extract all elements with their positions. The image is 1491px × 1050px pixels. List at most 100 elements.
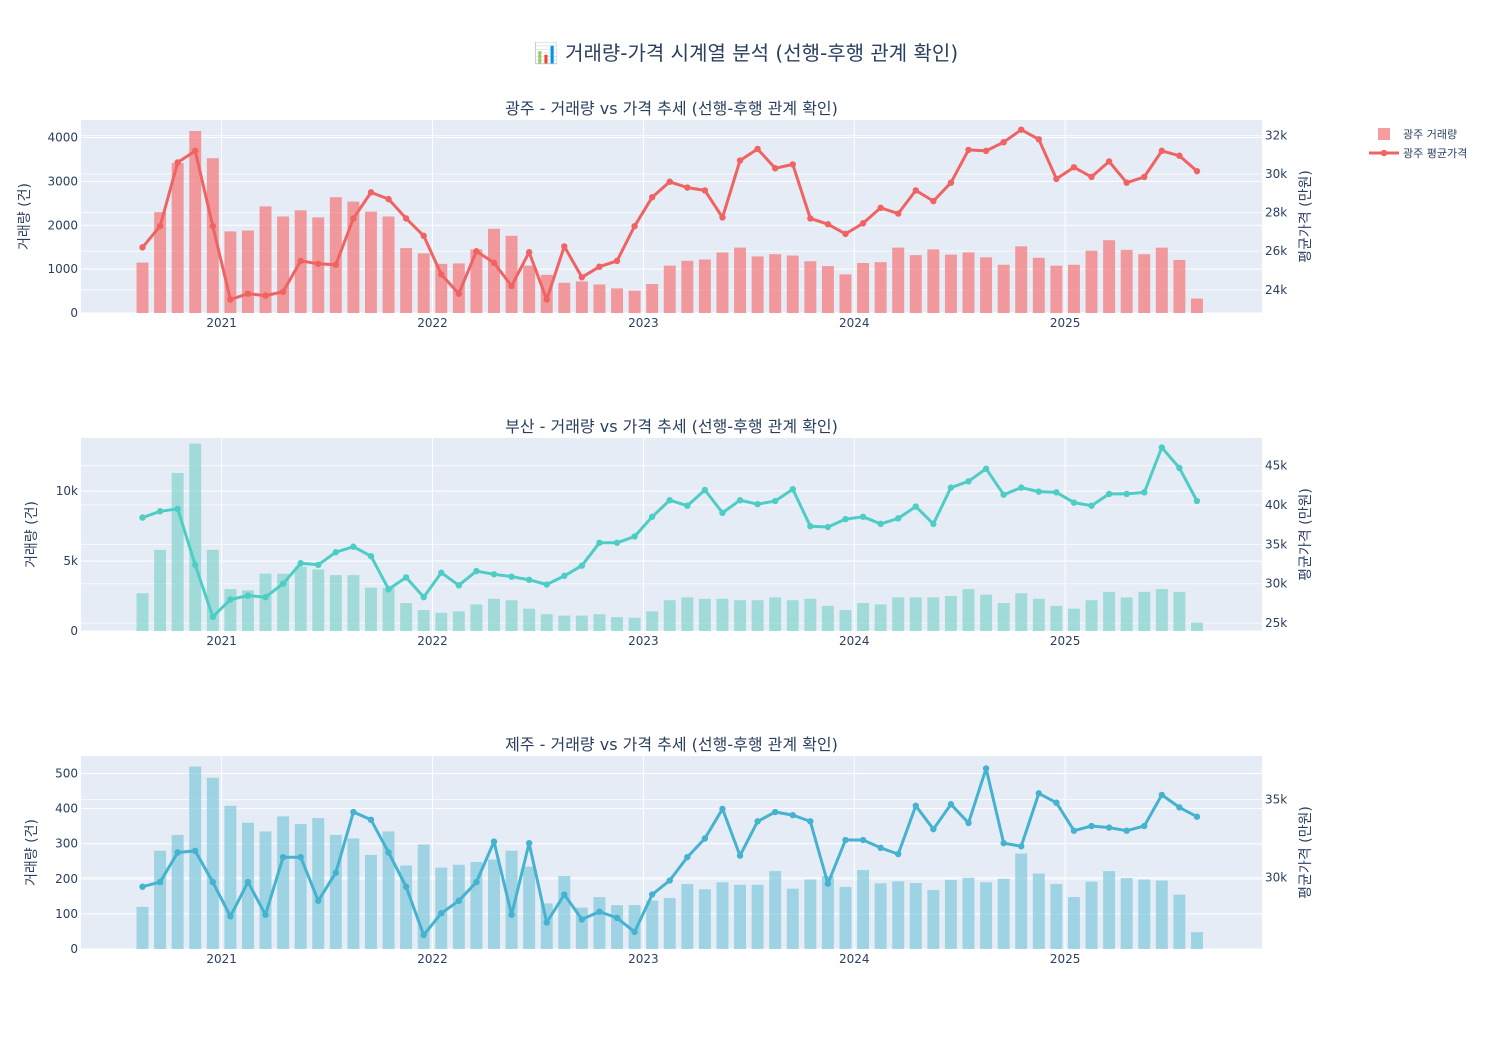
bar-1-31[interactable] [681, 260, 694, 313]
price-point-3-52[interactable] [1053, 799, 1060, 806]
bar-2-45[interactable] [927, 597, 940, 631]
bar-1-33[interactable] [716, 252, 729, 313]
bar-3-12[interactable] [347, 838, 360, 949]
bar-1-52[interactable] [1050, 265, 1063, 313]
price-point-3-2[interactable] [174, 849, 181, 856]
bar-3-35[interactable] [751, 884, 764, 949]
price-point-2-28[interactable] [631, 533, 638, 540]
price-point-3-26[interactable] [596, 908, 603, 915]
price-point-1-42[interactable] [877, 204, 884, 212]
bar-1-17[interactable] [435, 263, 448, 313]
bar-3-36[interactable] [769, 871, 782, 949]
price-point-1-51[interactable] [1035, 136, 1043, 143]
bar-3-15[interactable] [400, 865, 413, 949]
price-point-2-5[interactable] [227, 596, 234, 603]
price-point-1-52[interactable] [1053, 175, 1060, 183]
bar-1-51[interactable] [1032, 257, 1045, 313]
bar-1-25[interactable] [575, 281, 588, 313]
price-point-1-22[interactable] [525, 249, 533, 256]
bar-2-2[interactable] [171, 472, 184, 631]
bar-1-13[interactable] [365, 211, 377, 313]
bar-3-23[interactable] [540, 903, 553, 949]
bar-3-29[interactable] [646, 900, 659, 949]
price-point-3-34[interactable] [736, 852, 744, 859]
price-point-2-24[interactable] [561, 572, 568, 580]
bar-3-11[interactable] [329, 834, 342, 949]
bar-1-4[interactable] [206, 158, 219, 313]
price-point-2-37[interactable] [789, 486, 796, 493]
price-point-2-9[interactable] [297, 560, 304, 567]
bar-2-13[interactable] [365, 587, 377, 631]
bar-3-18[interactable] [452, 864, 465, 949]
bar-1-19[interactable] [470, 249, 483, 313]
price-point-2-22[interactable] [525, 576, 533, 583]
bar-3-16[interactable] [417, 844, 430, 949]
price-point-1-56[interactable] [1123, 179, 1130, 186]
price-point-3-60[interactable] [1193, 813, 1201, 820]
price-point-1-37[interactable] [789, 161, 796, 168]
bar-2-31[interactable] [681, 597, 694, 631]
bar-3-58[interactable] [1155, 880, 1168, 949]
bar-3-5[interactable] [224, 805, 237, 949]
bar-2-10[interactable] [312, 569, 325, 631]
bar-3-1[interactable] [154, 850, 167, 949]
price-point-3-14[interactable] [385, 849, 392, 856]
bar-1-7[interactable] [259, 206, 272, 313]
price-point-1-29[interactable] [648, 194, 656, 201]
bar-2-51[interactable] [1032, 598, 1045, 631]
bar-2-25[interactable] [575, 615, 588, 631]
price-point-3-47[interactable] [965, 819, 972, 827]
price-point-2-6[interactable] [244, 592, 252, 599]
price-point-2-12[interactable] [350, 543, 357, 550]
bar-2-49[interactable] [997, 603, 1010, 631]
bar-1-58[interactable] [1155, 247, 1168, 313]
bar-2-3[interactable] [189, 443, 202, 631]
bar-1-39[interactable] [821, 266, 834, 313]
price-point-3-25[interactable] [578, 916, 586, 923]
bar-3-25[interactable] [575, 907, 588, 949]
price-point-2-21[interactable] [508, 573, 515, 580]
bar-3-22[interactable] [523, 866, 536, 949]
bar-2-9[interactable] [294, 566, 307, 631]
price-point-1-30[interactable] [666, 178, 673, 185]
price-point-1-49[interactable] [1000, 138, 1007, 146]
price-point-2-16[interactable] [420, 593, 427, 601]
price-point-1-15[interactable] [402, 215, 410, 222]
price-point-2-32[interactable] [701, 486, 709, 494]
bar-1-49[interactable] [997, 264, 1010, 313]
price-point-1-17[interactable] [438, 271, 445, 278]
bar-2-33[interactable] [716, 598, 729, 631]
bar-3-43[interactable] [892, 881, 905, 949]
bar-1-16[interactable] [417, 253, 430, 313]
bar-3-49[interactable] [997, 878, 1010, 949]
price-point-3-41[interactable] [859, 836, 867, 844]
price-point-3-19[interactable] [473, 878, 480, 886]
bar-2-36[interactable] [769, 597, 782, 631]
price-point-3-43[interactable] [895, 850, 902, 858]
price-point-1-2[interactable] [174, 159, 181, 166]
bar-2-8[interactable] [277, 573, 290, 631]
bar-3-31[interactable] [681, 884, 694, 949]
price-point-3-35[interactable] [754, 818, 761, 825]
price-point-2-49[interactable] [1000, 491, 1007, 498]
price-point-2-26[interactable] [596, 539, 603, 546]
bar-1-14[interactable] [382, 216, 395, 314]
bar-1-23[interactable] [540, 274, 553, 313]
price-point-3-20[interactable] [490, 838, 498, 845]
price-point-3-0[interactable] [139, 883, 146, 890]
bar-2-17[interactable] [435, 612, 448, 631]
price-point-3-54[interactable] [1088, 822, 1095, 830]
bar-3-41[interactable] [857, 870, 870, 949]
bar-3-52[interactable] [1050, 884, 1063, 949]
price-point-3-18[interactable] [455, 897, 463, 904]
price-point-2-7[interactable] [262, 593, 269, 601]
bar-3-17[interactable] [435, 867, 448, 949]
price-point-1-54[interactable] [1088, 173, 1095, 181]
price-point-1-32[interactable] [701, 187, 709, 194]
price-point-1-41[interactable] [859, 220, 867, 227]
price-point-3-56[interactable] [1123, 827, 1130, 834]
price-point-2-44[interactable] [912, 503, 919, 510]
bar-2-60[interactable] [1190, 622, 1203, 631]
bar-3-6[interactable] [241, 822, 254, 949]
bar-1-38[interactable] [804, 261, 817, 313]
